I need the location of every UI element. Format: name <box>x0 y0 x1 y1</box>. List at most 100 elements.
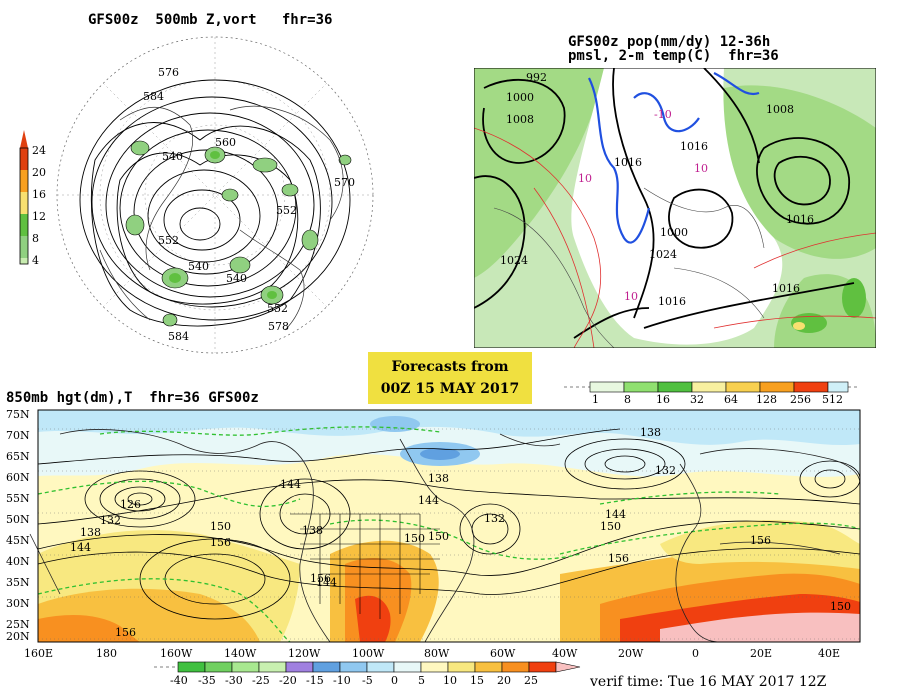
panel-500mb-title: GFS00z 500mb Z,vort fhr=36 <box>88 12 333 28</box>
height-label: 156 <box>750 534 771 547</box>
pop-legend-label: 1 <box>592 393 599 406</box>
legend-label: 20 <box>32 166 46 179</box>
panel-pop-title-line1: GFS00z pop(mm/dy) 12-36h <box>568 34 771 50</box>
height-label: 150 <box>210 520 231 533</box>
contour-label: 540 <box>188 260 209 273</box>
lat-label: 65N <box>6 450 30 463</box>
height-label: 144 <box>418 494 439 507</box>
height-label: 156 <box>310 572 331 585</box>
legend-label: 24 <box>32 144 46 157</box>
temp-label: -10 <box>654 108 672 121</box>
isobar-label: 1000 <box>506 91 534 104</box>
contour-label: 552 <box>276 204 297 217</box>
temp-legend-label: 20 <box>497 674 511 687</box>
lat-label: 75N <box>6 408 30 421</box>
lon-label: 160E <box>24 647 53 660</box>
height-label: 150 <box>830 600 851 613</box>
temp-legend-label: 0 <box>391 674 398 687</box>
temp-legend-label: 10 <box>443 674 457 687</box>
pop-legend-label: 16 <box>656 393 670 406</box>
temp-legend-label: -30 <box>225 674 243 687</box>
lon-label: 80W <box>424 647 450 660</box>
contour-label: 570 <box>334 176 355 189</box>
contour-label: 584 <box>143 90 164 103</box>
lon-label: 160W <box>160 647 193 660</box>
contour-label: 540 <box>226 272 247 285</box>
isobar-label: 1016 <box>680 140 708 153</box>
contour-label: 584 <box>168 330 189 343</box>
isobar-label: 1024 <box>649 248 677 261</box>
legend-label: 12 <box>32 210 46 223</box>
height-label: 132 <box>484 512 505 525</box>
height-label: 144 <box>70 541 91 554</box>
contour-label: 552 <box>158 234 179 247</box>
height-label: 138 <box>428 472 449 485</box>
temp-legend-label: -10 <box>333 674 351 687</box>
isobar-label: 1008 <box>766 103 794 116</box>
longitude-labels: 160E 180 160W 140W 120W 100W 80W 60W 40W… <box>24 647 840 660</box>
lat-label: 20N <box>6 630 30 643</box>
lat-label: 25N <box>6 618 30 631</box>
pop-legend: 1 8 16 32 64 128 256 512 <box>560 380 860 406</box>
pop-legend-label: 128 <box>756 393 777 406</box>
pop-legend-label: 8 <box>624 393 631 406</box>
temperature-legend: -40 -35 -30 -25 -20 -15 -10 -5 0 5 10 15… <box>150 660 590 690</box>
lon-label: 100W <box>352 647 385 660</box>
lat-label: 40N <box>6 555 30 568</box>
temp-legend-label: -35 <box>198 674 216 687</box>
lat-label: 30N <box>6 597 30 610</box>
z850-contour-labels: 126 132 138 144 150 156 144 138 150 132 … <box>70 426 851 639</box>
lat-label: 70N <box>6 429 30 442</box>
lon-label: 40W <box>552 647 578 660</box>
isobar-label: 1024 <box>500 254 528 267</box>
vorticity-legend-labels: 24 20 16 12 8 4 <box>32 144 46 267</box>
banner-line-2: 00Z 15 MAY 2017 <box>380 381 520 397</box>
height-label: 144 <box>316 576 337 589</box>
lon-label: 180 <box>96 647 117 660</box>
pop-legend-label: 256 <box>790 393 811 406</box>
temp-legend-label: 5 <box>418 674 425 687</box>
lon-label: 20E <box>750 647 772 660</box>
latitude-labels: 75N 70N 65N 60N 55N 50N 45N 40N 35N 30N … <box>6 408 30 643</box>
vorticity-legend <box>19 130 29 265</box>
lon-label: 60W <box>490 647 516 660</box>
temp-legend-label: -25 <box>252 674 270 687</box>
lon-label: 140W <box>224 647 257 660</box>
height-label: 144 <box>280 478 301 491</box>
panel-pop-title-line2: pmsl, 2-m temp(C) fhr=36 <box>568 48 779 64</box>
temp-legend-label: 15 <box>470 674 484 687</box>
isobar-label: 1016 <box>786 213 814 226</box>
contour-label: 560 <box>215 136 236 149</box>
lon-label: 20W <box>618 647 644 660</box>
height-label: 150 <box>428 530 449 543</box>
z500-contour-labels: 576 584 540 552 560 570 552 540 578 584 … <box>143 66 355 343</box>
panel-850mb-title: 850mb hgt(dm),T fhr=36 GFS00z <box>6 390 259 406</box>
legend-label: 4 <box>32 254 39 267</box>
height-label: 156 <box>210 536 231 549</box>
lat-label: 35N <box>6 576 30 589</box>
isobar-label: 1016 <box>772 282 800 295</box>
temp-label: 10 <box>694 162 708 175</box>
contour-label: 552 <box>267 302 288 315</box>
forecast-banner: Forecasts from 00Z 15 MAY 2017 <box>368 352 532 404</box>
height-label: 138 <box>80 526 101 539</box>
height-label: 138 <box>302 524 323 537</box>
isobar-label: 992 <box>526 71 547 84</box>
temp-legend-label: -20 <box>279 674 297 687</box>
isobar-label: 1016 <box>614 156 642 169</box>
temp-legend-label: -5 <box>362 674 373 687</box>
panel-pop-map: 992 1000 1008 1016 1024 1008 1016 1000 1… <box>474 68 876 348</box>
lat-label: 50N <box>6 513 30 526</box>
lat-label: 45N <box>6 534 30 547</box>
legend-label: 8 <box>32 232 39 245</box>
lat-label: 60N <box>6 471 30 484</box>
panel-850mb-map: 126 132 138 144 150 156 144 138 150 132 … <box>0 404 900 666</box>
contour-label: 578 <box>268 320 289 333</box>
height-label: 150 <box>404 532 425 545</box>
lon-label: 0 <box>692 647 699 660</box>
lon-label: 120W <box>288 647 321 660</box>
temp-legend-label: 25 <box>524 674 538 687</box>
banner-line-1: Forecasts from <box>391 359 509 375</box>
temp-label: 10 <box>624 290 638 303</box>
temp-legend-label: -15 <box>306 674 324 687</box>
